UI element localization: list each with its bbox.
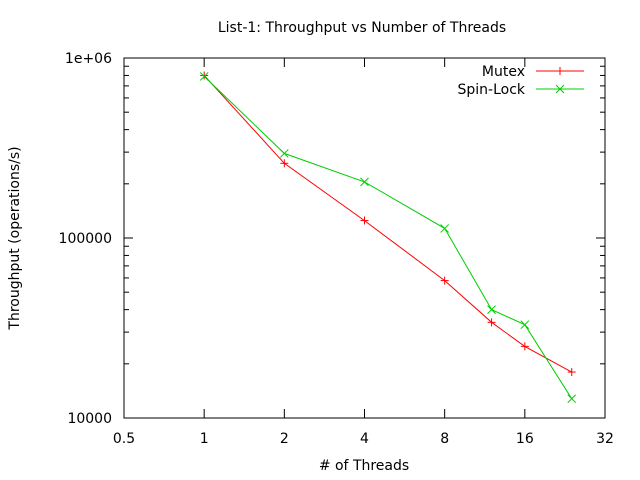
y-axis: 10000 100000 1e+06: [59, 51, 605, 427]
x-tick-label: 1: [200, 431, 209, 447]
legend-label-spin-lock: Spin-Lock: [457, 82, 525, 98]
chart-title: List-1: Throughput vs Number of Threads: [218, 20, 506, 36]
data-point-spin-lock: [440, 224, 450, 233]
data-point-mutex: [280, 159, 289, 168]
data-point-spin-lock: [567, 394, 577, 404]
x-axis: 0.5 1 2 4 8 16 32: [113, 58, 614, 447]
series-line-mutex: [203, 75, 572, 373]
y-tick-label: 100000: [59, 231, 112, 247]
plot-frame: [123, 57, 606, 419]
data-point-mutex: [360, 216, 369, 225]
x-axis-label: # of Threads: [319, 458, 409, 474]
data-point-spin-lock: [520, 320, 530, 330]
legend-marker-spin-lock: [555, 84, 565, 94]
x-tick-label: 4: [360, 431, 369, 447]
data-point-mutex: [567, 368, 576, 377]
series-layer: [199, 71, 577, 404]
x-tick-label: 16: [516, 431, 534, 447]
data-point-mutex: [520, 342, 529, 351]
legend: Mutex Spin-Lock: [457, 64, 584, 98]
x-tick-label: 0.5: [113, 431, 135, 447]
legend-label-mutex: Mutex: [482, 64, 525, 80]
y-tick-label: 10000: [67, 411, 112, 427]
y-axis-label: Throughput (operations/s): [7, 146, 23, 330]
x-tick-label: 32: [596, 431, 614, 447]
x-tick-label: 2: [280, 431, 289, 447]
data-point-spin-lock: [279, 149, 289, 158]
data-point-spin-lock: [199, 72, 209, 81]
data-point-spin-lock: [360, 177, 369, 187]
data-point-mutex: [487, 318, 496, 327]
x-tick-label: 8: [440, 431, 449, 447]
y-tick-label: 1e+06: [65, 51, 112, 67]
data-point-mutex: [200, 71, 209, 80]
data-point-spin-lock: [487, 305, 496, 314]
legend-marker-mutex: [556, 67, 564, 75]
data-point-mutex: [440, 276, 449, 285]
